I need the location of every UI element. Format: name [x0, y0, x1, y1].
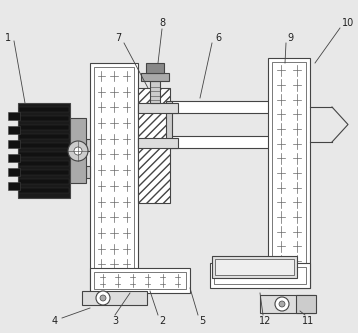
Bar: [138, 138, 178, 148]
Circle shape: [74, 147, 82, 155]
Bar: [19, 107, 69, 112]
Text: 7: 7: [115, 33, 121, 43]
Bar: [150, 81, 160, 103]
Bar: [8, 154, 20, 162]
Bar: [215, 259, 294, 275]
Text: 1: 1: [5, 33, 11, 43]
Bar: [19, 170, 69, 175]
Bar: [296, 295, 316, 313]
Bar: [70, 118, 86, 183]
Bar: [214, 267, 306, 284]
Bar: [166, 101, 172, 148]
Text: 4: 4: [52, 316, 58, 326]
Bar: [212, 256, 297, 278]
Circle shape: [100, 295, 106, 301]
Bar: [19, 134, 69, 139]
Bar: [268, 58, 310, 288]
Bar: [19, 125, 69, 130]
Text: 2: 2: [159, 316, 165, 326]
Bar: [170, 136, 270, 148]
Text: 8: 8: [159, 18, 165, 28]
Bar: [18, 103, 70, 198]
Bar: [19, 143, 69, 148]
Circle shape: [275, 297, 289, 311]
Bar: [86, 139, 90, 151]
Bar: [138, 88, 170, 203]
Text: 6: 6: [215, 33, 221, 43]
Bar: [19, 161, 69, 166]
Circle shape: [279, 301, 285, 307]
Bar: [86, 166, 90, 178]
Bar: [8, 126, 20, 134]
Bar: [141, 73, 169, 81]
Bar: [8, 182, 20, 190]
Circle shape: [96, 291, 110, 305]
Bar: [8, 112, 20, 120]
Bar: [90, 63, 138, 293]
Bar: [260, 295, 315, 313]
Bar: [210, 263, 310, 288]
Bar: [8, 140, 20, 148]
Bar: [94, 67, 134, 289]
Bar: [170, 101, 270, 113]
Bar: [8, 168, 20, 176]
Bar: [19, 152, 69, 157]
Text: 5: 5: [199, 316, 205, 326]
Text: 10: 10: [342, 18, 354, 28]
Bar: [90, 268, 190, 293]
Bar: [19, 188, 69, 193]
Bar: [146, 63, 164, 73]
Bar: [94, 272, 186, 289]
Bar: [82, 291, 147, 305]
Text: 9: 9: [287, 33, 293, 43]
Bar: [19, 179, 69, 184]
Circle shape: [68, 141, 88, 161]
Bar: [272, 62, 306, 284]
Bar: [19, 116, 69, 121]
Text: 3: 3: [112, 316, 118, 326]
Text: 11: 11: [302, 316, 314, 326]
Text: 12: 12: [259, 316, 271, 326]
Bar: [138, 103, 178, 113]
